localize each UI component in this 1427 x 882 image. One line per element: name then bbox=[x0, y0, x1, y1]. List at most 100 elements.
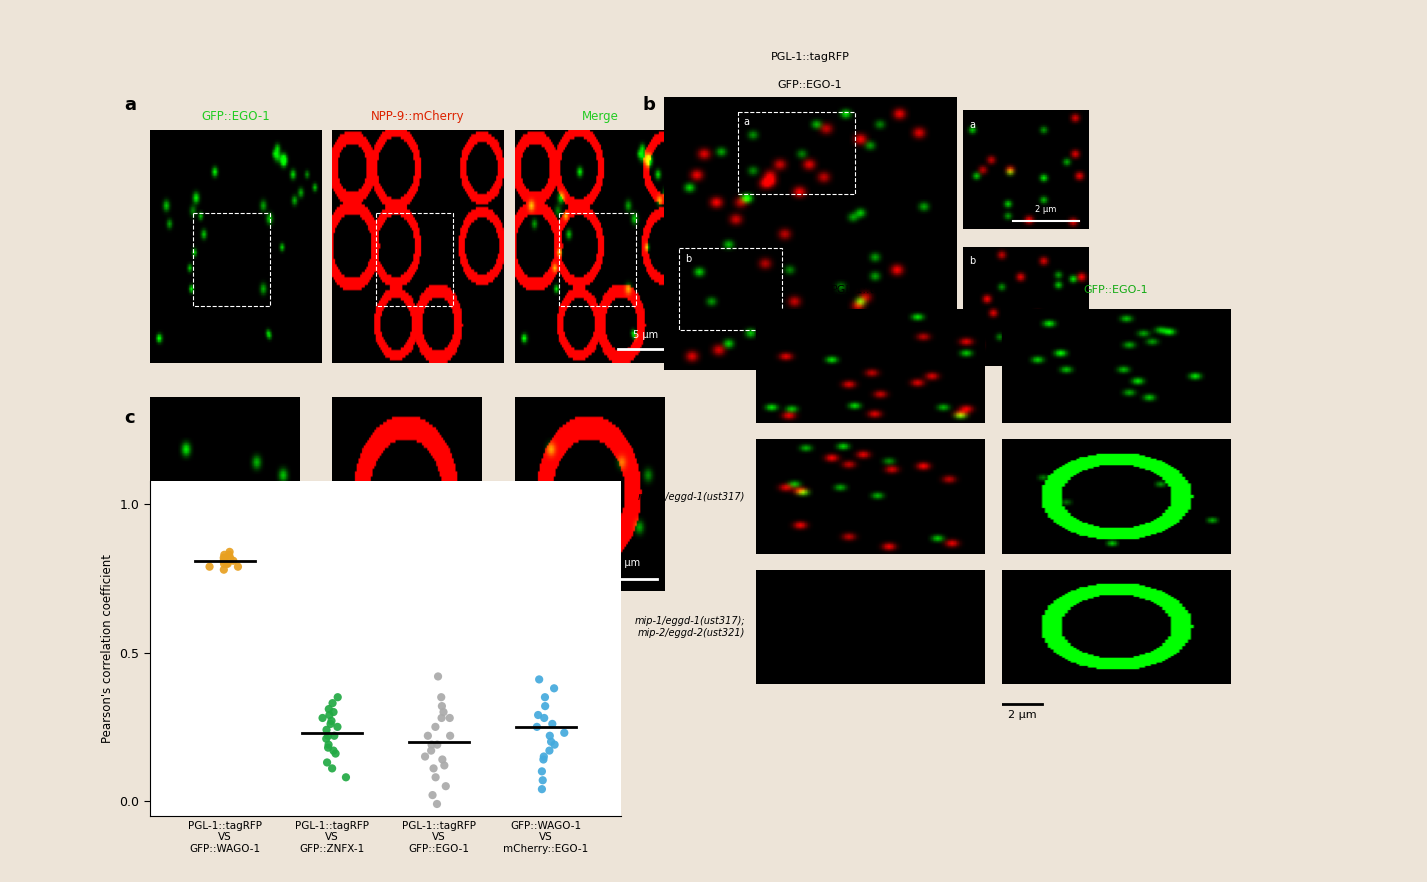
Bar bbox=[738, 112, 855, 194]
Point bbox=[534, 699, 557, 714]
Point bbox=[420, 737, 442, 751]
Text: b: b bbox=[642, 96, 655, 115]
Text: GFP::EGO-1: GFP::EGO-1 bbox=[1083, 286, 1149, 295]
Text: GFP::EGO-1: GFP::EGO-1 bbox=[201, 110, 270, 123]
Point bbox=[414, 750, 437, 764]
Point bbox=[321, 761, 344, 775]
Point bbox=[542, 681, 565, 695]
Point bbox=[217, 557, 240, 571]
Point bbox=[421, 788, 444, 802]
Bar bbox=[377, 213, 454, 306]
Point bbox=[198, 560, 221, 574]
Point bbox=[427, 669, 450, 684]
Point bbox=[318, 708, 341, 722]
Point bbox=[315, 722, 338, 736]
Point bbox=[430, 690, 452, 704]
Point bbox=[218, 550, 241, 564]
Point bbox=[532, 750, 555, 764]
Text: Control: Control bbox=[709, 361, 745, 371]
Point bbox=[221, 554, 244, 568]
Point bbox=[325, 720, 348, 734]
Point bbox=[334, 770, 357, 784]
Point bbox=[538, 729, 561, 743]
Point bbox=[538, 744, 561, 758]
Point bbox=[432, 705, 455, 719]
Point bbox=[539, 735, 562, 749]
Bar bbox=[679, 249, 782, 331]
Point bbox=[552, 726, 575, 740]
Bar bbox=[559, 213, 636, 306]
Text: PGL-1::tagRFP: PGL-1::tagRFP bbox=[771, 52, 849, 62]
Point bbox=[320, 717, 342, 731]
Point bbox=[327, 690, 350, 704]
Point bbox=[528, 672, 551, 686]
Text: GFP::EGO-1: GFP::EGO-1 bbox=[778, 80, 842, 90]
Point bbox=[527, 708, 549, 722]
Point bbox=[311, 711, 334, 725]
Text: mip-1/eggd-1(ust317): mip-1/eggd-1(ust317) bbox=[638, 491, 745, 502]
Text: b: b bbox=[685, 254, 692, 264]
Point bbox=[434, 779, 457, 793]
Text: 2 μm: 2 μm bbox=[1036, 341, 1057, 350]
Text: a: a bbox=[969, 120, 976, 130]
Point bbox=[532, 711, 555, 725]
Point bbox=[420, 744, 442, 758]
Point bbox=[315, 755, 338, 769]
Point bbox=[218, 548, 241, 562]
Text: 2 μm: 2 μm bbox=[1007, 710, 1036, 720]
Bar bbox=[194, 213, 271, 306]
Point bbox=[424, 770, 447, 784]
Point bbox=[531, 765, 554, 779]
Text: NPP-9::mCherry: NPP-9::mCherry bbox=[371, 110, 465, 123]
Point bbox=[432, 759, 455, 773]
Text: a: a bbox=[743, 117, 749, 127]
Point bbox=[544, 737, 567, 751]
Point bbox=[213, 554, 235, 568]
Point bbox=[417, 729, 440, 743]
Text: a: a bbox=[124, 96, 136, 115]
Text: d: d bbox=[642, 409, 655, 428]
Point bbox=[323, 744, 345, 758]
Point bbox=[213, 557, 235, 571]
Point bbox=[227, 560, 250, 574]
Text: 5 μm: 5 μm bbox=[870, 333, 896, 343]
Point bbox=[321, 696, 344, 710]
Point bbox=[438, 711, 461, 725]
Point bbox=[323, 705, 345, 719]
Point bbox=[525, 720, 548, 734]
Point bbox=[422, 761, 445, 775]
Point bbox=[320, 714, 342, 728]
Point bbox=[425, 737, 448, 751]
Point bbox=[315, 732, 338, 746]
Point bbox=[218, 545, 241, 559]
Point bbox=[317, 702, 340, 716]
Point bbox=[424, 720, 447, 734]
Point bbox=[431, 752, 454, 766]
Point bbox=[541, 717, 564, 731]
Point bbox=[425, 797, 448, 811]
Text: PGL-1::tagRFP: PGL-1::tagRFP bbox=[831, 286, 910, 295]
Point bbox=[213, 550, 235, 564]
Point bbox=[531, 782, 554, 796]
Point bbox=[430, 711, 452, 725]
Point bbox=[317, 729, 340, 743]
Point bbox=[213, 548, 235, 562]
Point bbox=[438, 729, 461, 743]
Point bbox=[215, 557, 238, 571]
Point bbox=[532, 752, 555, 766]
Text: Merge: Merge bbox=[582, 110, 619, 123]
Y-axis label: Pearson's correlation coefficient: Pearson's correlation coefficient bbox=[101, 554, 114, 743]
Point bbox=[531, 774, 554, 788]
Text: c: c bbox=[124, 409, 134, 428]
Point bbox=[213, 563, 235, 577]
Text: 5 μm: 5 μm bbox=[632, 330, 658, 340]
Text: 2 μm: 2 μm bbox=[1036, 205, 1057, 213]
Point bbox=[214, 550, 237, 564]
Point bbox=[534, 690, 557, 704]
Point bbox=[431, 699, 454, 714]
Point bbox=[317, 741, 340, 755]
Point bbox=[317, 737, 340, 751]
Text: 2 μm: 2 μm bbox=[615, 557, 641, 568]
Text: mip-1/eggd-1(ust317);
mip-2/eggd-2(ust321): mip-1/eggd-1(ust317); mip-2/eggd-2(ust32… bbox=[634, 617, 745, 638]
Point bbox=[324, 746, 347, 760]
